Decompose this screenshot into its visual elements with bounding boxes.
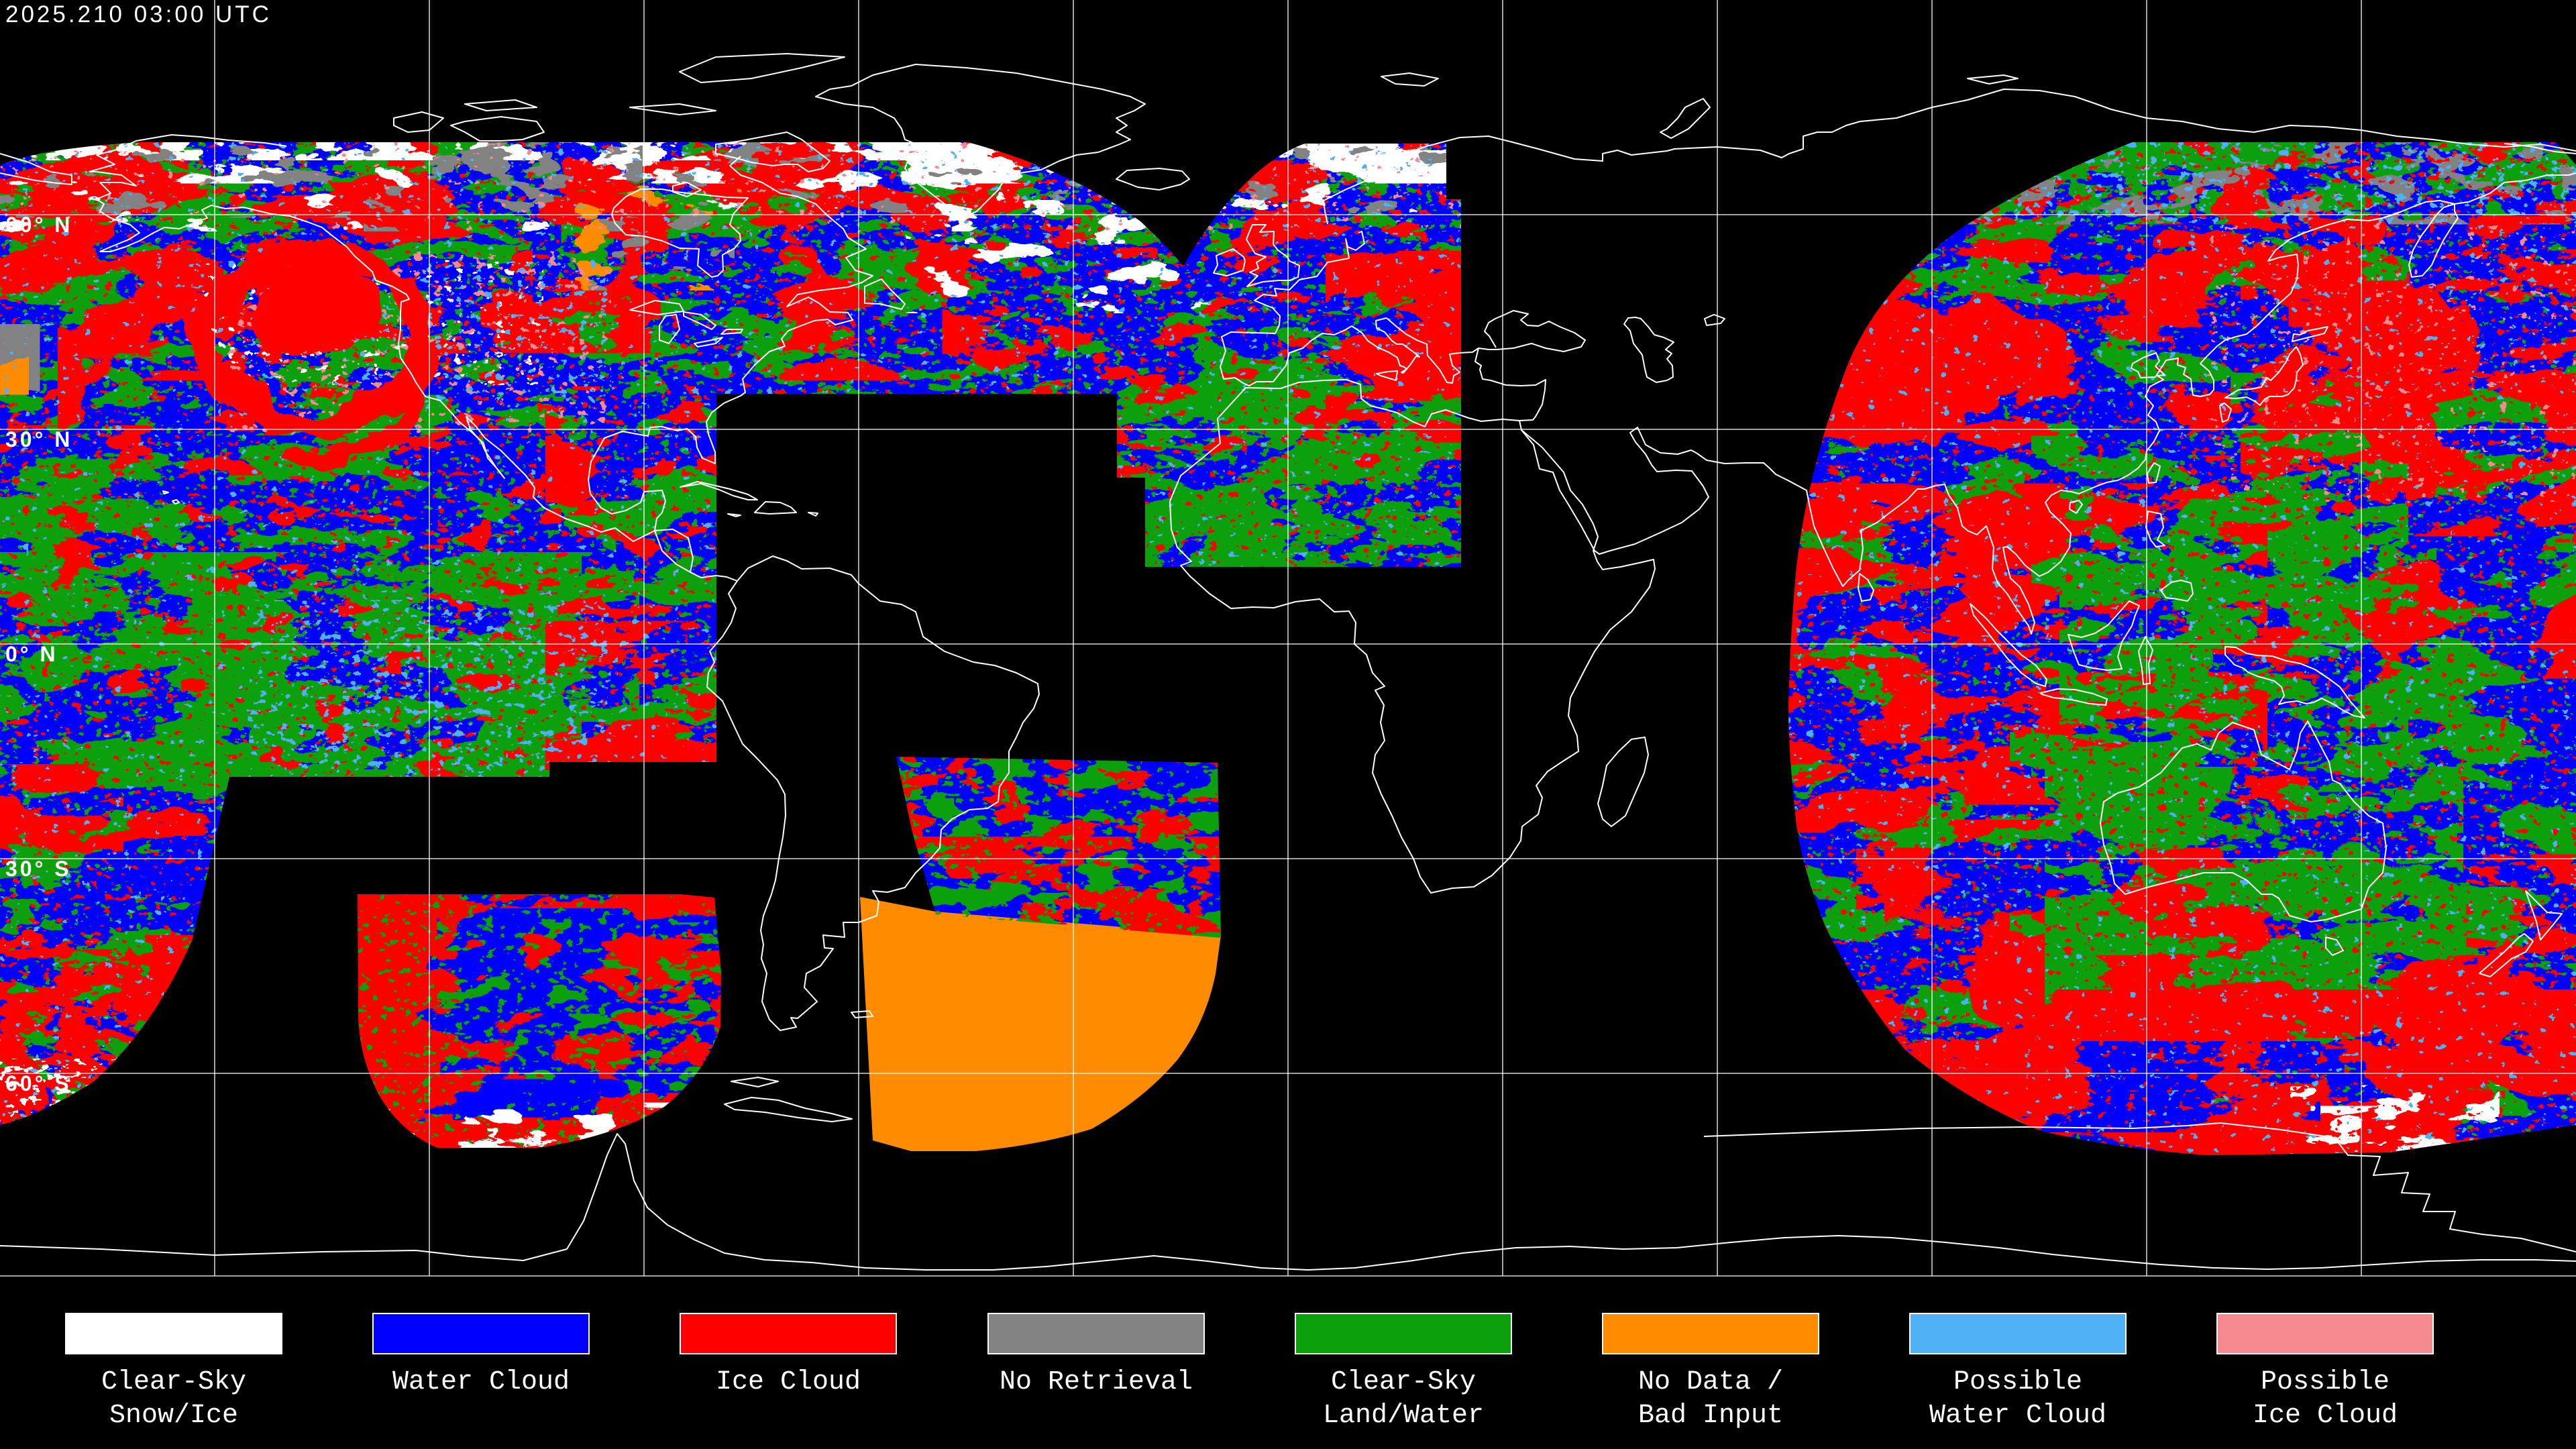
svg-text:Water Cloud: Water Cloud: [1929, 1401, 2106, 1431]
svg-text:30° N: 30° N: [5, 427, 72, 451]
svg-text:Ice Cloud: Ice Cloud: [2253, 1401, 2398, 1431]
svg-text:No Data /: No Data /: [1638, 1367, 1783, 1397]
svg-text:Clear-Sky: Clear-Sky: [101, 1367, 246, 1397]
svg-text:Land/Water: Land/Water: [1323, 1401, 1484, 1431]
svg-text:0° N: 0° N: [5, 642, 58, 666]
svg-text:Water Cloud: Water Cloud: [392, 1367, 570, 1397]
svg-text:Possible: Possible: [1953, 1367, 2082, 1397]
svg-text:Clear-Sky: Clear-Sky: [1331, 1367, 1476, 1397]
svg-text:Snow/Ice: Snow/Ice: [109, 1401, 238, 1431]
svg-text:Bad Input: Bad Input: [1638, 1401, 1783, 1431]
svg-text:2025.210 03:00 UTC: 2025.210 03:00 UTC: [5, 1, 272, 28]
svg-text:30° S: 30° S: [5, 857, 72, 881]
svg-text:Possible: Possible: [2261, 1367, 2390, 1397]
svg-text:No Retrieval: No Retrieval: [1000, 1367, 1193, 1397]
svg-text:Ice Cloud: Ice Cloud: [716, 1367, 861, 1397]
svg-text:60° N: 60° N: [5, 213, 72, 237]
svg-text:60° S: 60° S: [5, 1071, 72, 1095]
